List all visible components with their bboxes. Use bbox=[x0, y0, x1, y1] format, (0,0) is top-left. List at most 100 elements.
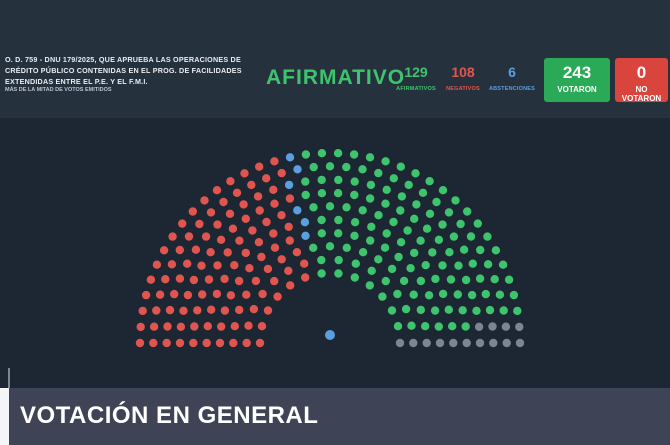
seat-negative bbox=[175, 321, 186, 332]
seat-abstention bbox=[284, 152, 295, 163]
seat-negative bbox=[169, 289, 180, 300]
seat-negative bbox=[159, 245, 170, 256]
seat-negative bbox=[219, 273, 230, 284]
seat-negative bbox=[206, 207, 217, 218]
seat-affirmative bbox=[415, 235, 426, 246]
seat-affirmative bbox=[406, 320, 417, 331]
seat-affirmative bbox=[401, 304, 412, 315]
seat-negative bbox=[135, 321, 146, 332]
seat-affirmative bbox=[300, 190, 311, 201]
seat-negative bbox=[276, 210, 287, 221]
seat-affirmative bbox=[438, 288, 449, 299]
seat-negative bbox=[188, 337, 199, 348]
seat-negative bbox=[151, 259, 162, 270]
seat-negative bbox=[283, 221, 294, 232]
seat-negative bbox=[285, 280, 296, 291]
seat-affirmative bbox=[396, 237, 407, 248]
seat-affirmative bbox=[433, 234, 444, 245]
seat-affirmative bbox=[333, 268, 344, 279]
seat-negative bbox=[240, 213, 251, 224]
seat-negative bbox=[212, 219, 223, 230]
seat-affirmative bbox=[333, 228, 344, 239]
seat-affirmative bbox=[316, 215, 327, 226]
seat-affirmative bbox=[380, 156, 391, 167]
seat-affirmative bbox=[365, 235, 376, 246]
seat-affirmative bbox=[443, 304, 454, 315]
seat-affirmative bbox=[415, 275, 426, 286]
seat-affirmative bbox=[358, 247, 369, 258]
seat-abstention bbox=[300, 230, 311, 241]
seat-negative bbox=[261, 217, 272, 228]
seat-affirmative bbox=[462, 206, 473, 217]
seat-negative bbox=[262, 305, 273, 316]
seat-affirmative bbox=[504, 274, 515, 285]
seat-negative bbox=[177, 218, 188, 229]
seat-affirmative bbox=[453, 260, 464, 271]
seat-absent bbox=[514, 321, 525, 332]
seat-affirmative bbox=[364, 152, 375, 163]
seat-negative bbox=[228, 337, 239, 348]
seat-negative bbox=[135, 337, 146, 348]
seat-affirmative bbox=[410, 168, 421, 179]
seat-negative bbox=[148, 337, 159, 348]
seat-affirmative bbox=[420, 260, 431, 271]
seat-affirmative bbox=[447, 321, 458, 332]
seat-affirmative bbox=[366, 265, 377, 276]
seat-negative bbox=[262, 263, 273, 274]
seat-affirmative bbox=[341, 162, 352, 173]
seat-negative bbox=[141, 290, 152, 301]
negative-count: 108 bbox=[451, 64, 475, 80]
seat-negative bbox=[167, 231, 178, 242]
seat-affirmative bbox=[333, 188, 344, 199]
seat-negative bbox=[243, 320, 254, 331]
seat-absent bbox=[488, 337, 499, 348]
affirmative-stat: 129 AFIRMATIVOS bbox=[391, 64, 441, 92]
seat-negative bbox=[268, 228, 279, 239]
voted-box: 243 VOTARON bbox=[544, 58, 610, 102]
seat-affirmative bbox=[349, 230, 360, 241]
seat-negative bbox=[300, 272, 311, 283]
seat-affirmative bbox=[417, 187, 428, 198]
seat-affirmative bbox=[324, 241, 335, 252]
seat-affirmative bbox=[316, 148, 327, 159]
seat-affirmative bbox=[490, 245, 501, 256]
seat-affirmative bbox=[483, 259, 494, 270]
seat-affirmative bbox=[316, 268, 327, 279]
seat-negative bbox=[222, 247, 233, 258]
seat-affirmative bbox=[480, 289, 491, 300]
seat-negative bbox=[160, 274, 171, 285]
seat-affirmative bbox=[381, 228, 392, 239]
seat-affirmative bbox=[349, 149, 360, 160]
seat-negative bbox=[240, 247, 251, 258]
seat-negative bbox=[241, 289, 252, 300]
seat-absent bbox=[474, 321, 485, 332]
seat-affirmative bbox=[395, 205, 406, 216]
seat-affirmative bbox=[475, 273, 486, 284]
seat-abstention bbox=[292, 205, 303, 216]
seat-affirmative bbox=[424, 208, 435, 219]
seat-affirmative bbox=[377, 291, 388, 302]
seat-negative bbox=[216, 234, 227, 245]
seat-negative bbox=[202, 321, 213, 332]
seat-negative bbox=[256, 252, 267, 263]
seat-affirmative bbox=[448, 231, 459, 242]
seat-affirmative bbox=[420, 321, 431, 332]
seat-negative bbox=[187, 206, 198, 217]
seat-negative bbox=[137, 305, 148, 316]
seat-affirmative bbox=[341, 202, 352, 213]
seat-negative bbox=[276, 254, 287, 265]
negative-label: NEGATIVOS bbox=[446, 86, 480, 92]
seat-affirmative bbox=[484, 305, 495, 316]
seat-affirmative bbox=[489, 274, 500, 285]
seat-negative bbox=[166, 259, 177, 270]
seat-affirmative bbox=[379, 242, 390, 253]
seat-affirmative bbox=[467, 258, 478, 269]
banner-title: VOTACIÓN EN GENERAL bbox=[20, 402, 319, 429]
seat-negative bbox=[192, 305, 203, 316]
seat-affirmative bbox=[444, 247, 455, 258]
seat-affirmative bbox=[316, 188, 327, 199]
seat-negative bbox=[269, 198, 280, 209]
seat-affirmative bbox=[445, 274, 456, 285]
seat-negative bbox=[231, 187, 242, 198]
seat-affirmative bbox=[308, 162, 319, 173]
